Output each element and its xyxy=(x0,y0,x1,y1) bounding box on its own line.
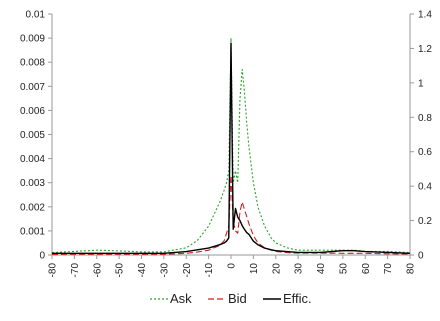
left-tick-label: 0 xyxy=(39,251,45,262)
x-tick-label: 40 xyxy=(316,263,327,275)
right-tick-label: 1 xyxy=(418,78,424,89)
right-tick-label: 1.4 xyxy=(418,10,432,21)
x-tick-label: -60 xyxy=(92,263,103,278)
x-tick-label: 10 xyxy=(249,263,260,275)
x-tick-label: 80 xyxy=(406,263,417,275)
x-tick-label: -70 xyxy=(70,263,81,278)
left-tick-label: 0.01 xyxy=(26,10,46,21)
left-tick-label: 0.008 xyxy=(20,58,45,69)
legend: Ask Bid Effic. xyxy=(150,291,312,306)
x-tick-label: -10 xyxy=(204,263,215,278)
legend-label: Effic. xyxy=(283,291,312,306)
left-tick-label: 0.003 xyxy=(20,178,45,189)
right-tick-label: 0.4 xyxy=(418,182,432,193)
right-tick-label: 0.2 xyxy=(418,216,432,227)
x-tick-label: -20 xyxy=(182,263,193,278)
left-tick-label: 0.002 xyxy=(20,202,45,213)
series-line-effic xyxy=(52,42,411,255)
left-tick-label: 0.004 xyxy=(20,154,45,165)
right-tick-label: 0.8 xyxy=(418,113,432,124)
legend-label: Ask xyxy=(170,291,192,306)
x-tick-label: 30 xyxy=(294,263,305,275)
left-axis-ticks: 0 0.001 0.002 0.003 0.004 0.005 0.006 0.007 0.00… xyxy=(20,10,52,262)
x-tick-label: -30 xyxy=(159,263,170,278)
right-tick-label: 0 xyxy=(418,251,424,262)
right-axis-ticks: 0 0.2 0.4 0.6 0.8 1 1.2 1.4 xyxy=(410,10,432,262)
left-tick-label: 0.006 xyxy=(20,106,45,117)
x-tick-label: 60 xyxy=(361,263,372,275)
x-tick-label: 20 xyxy=(271,263,282,275)
left-tick-label: 0.009 xyxy=(20,34,45,45)
x-tick-label: 70 xyxy=(383,263,394,275)
plot-area xyxy=(51,37,411,256)
left-tick-label: 0.001 xyxy=(20,226,45,237)
series-line-bid xyxy=(51,174,411,256)
x-tick-label: 0 xyxy=(227,263,238,269)
left-tick-label: 0.005 xyxy=(20,130,45,141)
x-tick-label: -40 xyxy=(137,263,148,278)
x-tick-label: 50 xyxy=(338,263,349,275)
x-axis-ticks: -80 -70 -60 -50 -40 -30 -20 -10 0 10 20 30 40 50 60 70 8… xyxy=(48,255,417,277)
x-tick-label: -50 xyxy=(115,263,126,278)
legend-label: Bid xyxy=(228,291,247,306)
right-tick-label: 1.2 xyxy=(418,44,432,55)
x-tick-label: -80 xyxy=(48,263,59,278)
right-tick-label: 0.6 xyxy=(418,147,432,158)
left-tick-label: 0.007 xyxy=(20,82,45,93)
